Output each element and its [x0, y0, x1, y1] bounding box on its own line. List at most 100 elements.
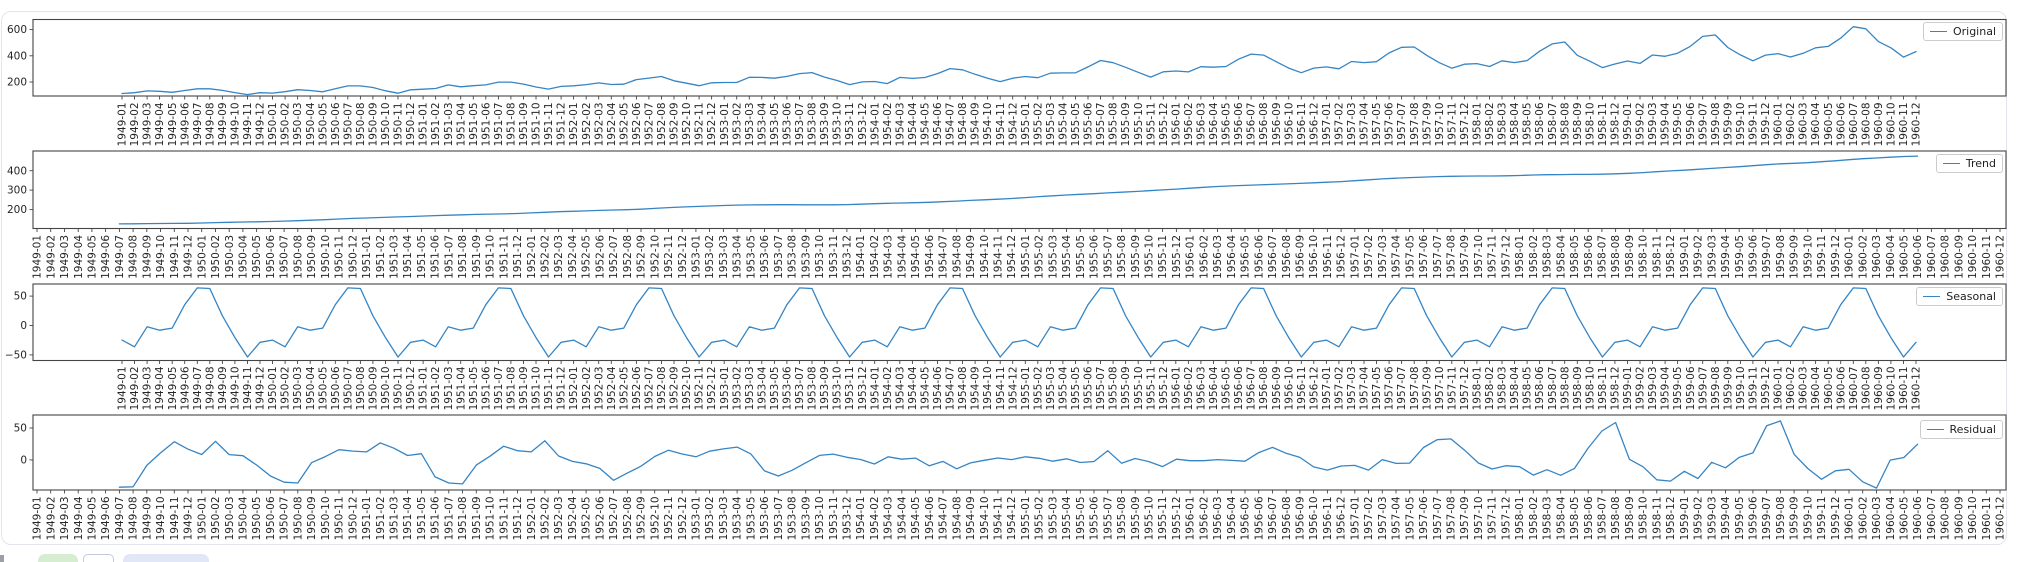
x-tick-label: 1953-09 — [800, 235, 812, 279]
x-tick-label: 1952-01 — [526, 497, 538, 541]
x-tick-label: 1949-08 — [128, 497, 140, 541]
x-tick-label: 1959-08 — [1710, 103, 1722, 147]
x-tick-label: 1959-10 — [1802, 235, 1814, 279]
x-tick-label: 1957-11 — [1487, 235, 1499, 279]
x-tick-label: 1960-07 — [1926, 497, 1938, 541]
green-button-partial[interactable] — [38, 554, 78, 562]
x-tick-label: 1958-05 — [1569, 497, 1581, 541]
x-tick-label: 1957-09 — [1421, 367, 1433, 411]
x-tick-label: 1960-10 — [1886, 367, 1898, 411]
x-tick-label: 1960-09 — [1953, 235, 1965, 279]
x-tick-label: 1949-08 — [204, 367, 216, 411]
x-tick-label: 1949-03 — [59, 497, 71, 541]
x-tick-label: 1955-04 — [1058, 102, 1070, 146]
x-tick-label: 1949-01 — [117, 103, 129, 147]
x-tick-label: 1952-05 — [618, 367, 630, 411]
x-tick-label: 1950-01 — [267, 367, 279, 411]
x-tick-label: 1956-08 — [1258, 367, 1270, 411]
x-tick-label: 1954-04 — [907, 366, 919, 410]
x-tick-label: 1957-07 — [1432, 497, 1444, 541]
x-tick-label: 1949-07 — [114, 235, 126, 279]
x-tick-label: 1958-07 — [1597, 497, 1609, 541]
x-tick-label: 1956-10 — [1308, 235, 1320, 279]
x-tick-label: 1959-08 — [1710, 367, 1722, 411]
x-tick-label: 1958-10 — [1584, 103, 1596, 147]
x-tick-label: 1951-10 — [485, 235, 497, 279]
x-tick-label: 1950-04 — [305, 102, 317, 146]
x-tick-label: 1958-05 — [1569, 235, 1581, 279]
x-tick-label: 1950-10 — [320, 235, 332, 279]
lavender-button-partial[interactable] — [123, 554, 209, 562]
x-tick-label: 1949-05 — [87, 497, 99, 541]
x-tick-label: 1956-07 — [1267, 235, 1279, 279]
x-tick-label: 1949-07 — [192, 103, 204, 147]
x-tick-label: 1953-06 — [782, 366, 794, 410]
x-tick-label: 1949-08 — [204, 103, 216, 147]
x-tick-label: 1956-02 — [1183, 103, 1195, 147]
original-axes-box — [32, 18, 2007, 97]
x-tick-label: 1960-12 — [1995, 497, 2007, 541]
x-tick-label: 1957-05 — [1371, 367, 1383, 411]
x-tick-label: 1956-07 — [1246, 103, 1258, 147]
x-tick-label: 1954-01 — [869, 367, 881, 411]
x-tick-label: 1955-02 — [1032, 103, 1044, 147]
x-tick-label: 1950-08 — [292, 235, 304, 279]
x-tick-label: 1951-06 — [430, 496, 442, 540]
x-tick-label: 1951-12 — [512, 235, 524, 279]
x-tick-label: 1949-06 — [179, 102, 191, 146]
x-tick-label: 1957-10 — [1434, 103, 1446, 147]
x-tick-label: 1950-04 — [305, 366, 317, 410]
x-tick-label: 1950-03 — [292, 103, 304, 147]
x-tick-label: 1953-03 — [744, 367, 756, 411]
x-tick-label: 1954-07 — [945, 367, 957, 411]
x-tick-label: 1951-01 — [361, 235, 373, 279]
x-tick-label: 1956-06 — [1253, 496, 1265, 540]
x-tick-label: 1954-12 — [1007, 367, 1019, 411]
x-tick-label: 1949-10 — [230, 103, 242, 147]
x-tick-label: 1955-07 — [1095, 103, 1107, 147]
x-tick-label: 1950-06 — [330, 102, 342, 146]
x-tick-label: 1953-11 — [828, 497, 840, 541]
x-tick-label: 1953-10 — [814, 235, 826, 279]
x-tick-label: 1952-08 — [656, 367, 668, 411]
x-tick-label: 1951-03 — [389, 235, 401, 279]
x-tick-label: 1956-12 — [1308, 367, 1320, 411]
x-tick-label: 1950-07 — [279, 235, 291, 279]
x-tick-label: 1960-08 — [1940, 497, 1952, 541]
x-tick-label: 1949-10 — [155, 497, 167, 541]
x-tick-label: 1954-01 — [869, 103, 881, 147]
x-tick-label: 1960-02 — [1785, 103, 1797, 147]
x-tick-label: 1951-01 — [418, 367, 430, 411]
x-tick-label: 1949-11 — [169, 235, 181, 279]
x-tick-label: 1959-12 — [1760, 103, 1772, 147]
x-tick-label: 1959-08 — [1775, 235, 1787, 279]
x-tick-label: 1953-06 — [759, 235, 771, 279]
x-tick-label: 1958-05 — [1522, 103, 1534, 147]
white-button-partial[interactable] — [83, 554, 114, 562]
x-tick-label: 1954-01 — [855, 235, 867, 279]
x-tick-label: 1949-04 — [73, 496, 85, 540]
x-tick-label: 1954-09 — [965, 497, 977, 541]
x-tick-label: 1956-05 — [1221, 367, 1233, 411]
x-tick-label: 1953-09 — [819, 367, 831, 411]
x-tick-label: 1959-01 — [1622, 103, 1634, 147]
x-tick-label: 1958-07 — [1547, 103, 1559, 147]
x-tick-label: 1953-06 — [782, 102, 794, 146]
x-tick-label: 1950-06 — [265, 235, 277, 279]
x-tick-label: 1950-03 — [224, 235, 236, 279]
x-tick-label: 1952-11 — [694, 367, 706, 411]
x-tick-label: 1954-02 — [869, 235, 881, 279]
x-tick-label: 1955-04 — [1061, 235, 1073, 279]
x-tick-label: 1954-09 — [970, 103, 982, 147]
x-tick-label: 1956-01 — [1185, 235, 1197, 279]
x-tick-label: 1953-11 — [844, 103, 856, 147]
x-tick-label: 1959-01 — [1622, 367, 1634, 411]
x-tick-label: 1959-06 — [1685, 102, 1697, 146]
x-tick-label: 1955-05 — [1070, 367, 1082, 411]
x-tick-label: 1951-06 — [480, 366, 492, 410]
x-tick-label: 1950-01 — [267, 103, 279, 147]
x-tick-label: 1949-04 — [73, 235, 85, 279]
x-tick-label: 1957-02 — [1334, 103, 1346, 147]
x-tick-label: 1951-12 — [556, 103, 568, 147]
x-tick-label: 1959-11 — [1748, 103, 1760, 147]
